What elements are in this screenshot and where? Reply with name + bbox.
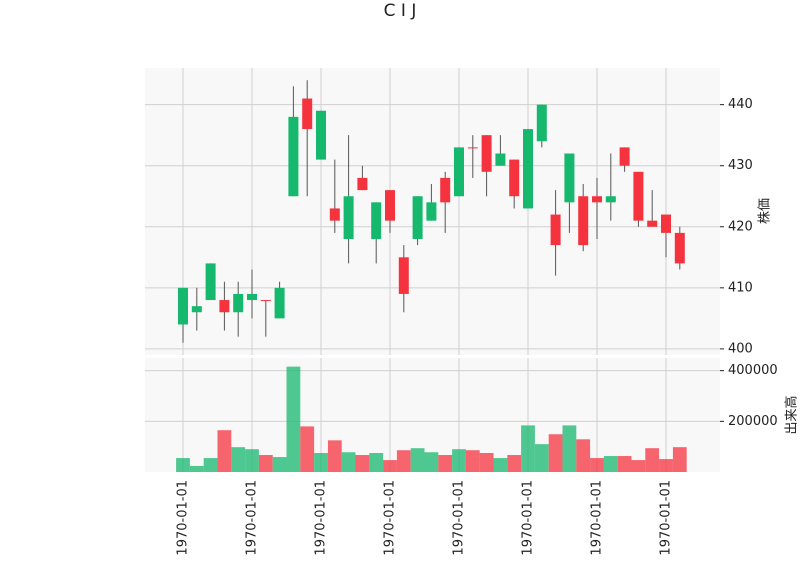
candle-body (233, 293, 244, 313)
volume-bar (272, 457, 287, 472)
y-tick-label: 420 (728, 219, 753, 234)
candle-body (426, 202, 437, 221)
volume-bar (452, 449, 466, 472)
candle-body (605, 196, 616, 203)
candle-body (191, 306, 202, 313)
candle-body (343, 196, 354, 239)
volume-bar (258, 455, 273, 472)
volume-bar (576, 439, 591, 472)
volume-bar (465, 450, 480, 472)
volume-bar (672, 447, 687, 472)
candle-body (219, 300, 230, 313)
y-tick-label: 440 (728, 97, 753, 112)
volume-bar (424, 452, 439, 472)
volume-bar (548, 434, 563, 472)
volume-bar (396, 450, 411, 472)
volume-bar (176, 458, 190, 472)
volume-bar (369, 453, 384, 472)
volume-bar (590, 458, 604, 472)
y-axis-label: 株価 (758, 198, 773, 224)
candle-body (536, 104, 547, 142)
volume-bar (203, 458, 218, 472)
candle-body (509, 159, 520, 197)
volume-bar (603, 456, 618, 472)
x-tick-label: 1970-01-01 (590, 480, 605, 556)
x-tick-label: 1970-01-01 (383, 480, 398, 556)
x-tick-label: 1970-01-01 (452, 480, 467, 556)
volume-bar (231, 447, 246, 472)
candle-body (371, 202, 382, 239)
candle-body (260, 300, 271, 302)
volume-bar (534, 444, 549, 472)
volume-bar (493, 458, 508, 472)
candle-body (674, 232, 685, 264)
volume-bar (355, 455, 370, 472)
candle-body (398, 257, 409, 294)
candle-body (661, 214, 671, 233)
candle-body (481, 135, 492, 172)
candle-body (578, 196, 589, 246)
volume-bar (341, 452, 356, 472)
candle-body (385, 190, 395, 221)
y2-tick-label: 200000 (728, 414, 778, 429)
x-tick-label: 1970-01-01 (176, 480, 191, 556)
volume-bar (217, 430, 232, 472)
volume-bar (507, 455, 522, 472)
volume-bar (314, 453, 328, 472)
candle-body (329, 208, 340, 221)
candle-body (288, 116, 299, 197)
volume-bar (479, 453, 494, 472)
y2-axis-label: 出来高 (784, 395, 800, 434)
candle-body (592, 196, 602, 203)
volume-bar (410, 448, 425, 472)
candle-body (550, 214, 561, 246)
volume-bar (521, 425, 535, 472)
candle-body (467, 147, 478, 149)
volume-bar (327, 440, 342, 472)
y-tick-label: 430 (728, 158, 753, 173)
x-tick-label: 1970-01-01 (521, 480, 536, 556)
candle-body (633, 171, 644, 221)
volume-bar (189, 465, 204, 472)
chart-title: C I J (384, 1, 417, 21)
candle-body (564, 153, 575, 203)
candle-body (247, 293, 257, 301)
x-tick-label: 1970-01-01 (245, 480, 260, 556)
candle-body (357, 177, 368, 191)
volume-bar (438, 455, 453, 472)
candle-body (412, 196, 423, 239)
candle-body (316, 110, 326, 160)
volume-bar (617, 456, 632, 472)
x-tick-label: 1970-01-01 (659, 480, 674, 556)
volume-bar (300, 426, 315, 472)
y2-tick-label: 400000 (728, 363, 778, 378)
volume-bar (383, 460, 397, 472)
y-tick-label: 410 (728, 280, 753, 295)
volume-bar (245, 449, 259, 472)
candle-body (523, 129, 533, 209)
candle-body (302, 98, 313, 130)
candle-body (647, 220, 658, 227)
volume-bar (631, 460, 646, 472)
y-tick-label: 400 (728, 341, 753, 356)
candle-body (440, 177, 451, 203)
candle-body (619, 147, 630, 166)
x-tick-label: 1970-01-01 (314, 480, 329, 556)
candle-body (274, 287, 285, 319)
candle-body (495, 153, 506, 166)
volume-bar (286, 366, 301, 472)
volume-bar (645, 448, 660, 472)
volume-bar (659, 459, 673, 472)
candle-body (178, 287, 188, 325)
candle-body (205, 263, 216, 301)
volume-bar (562, 425, 577, 472)
candle-body (454, 147, 464, 197)
